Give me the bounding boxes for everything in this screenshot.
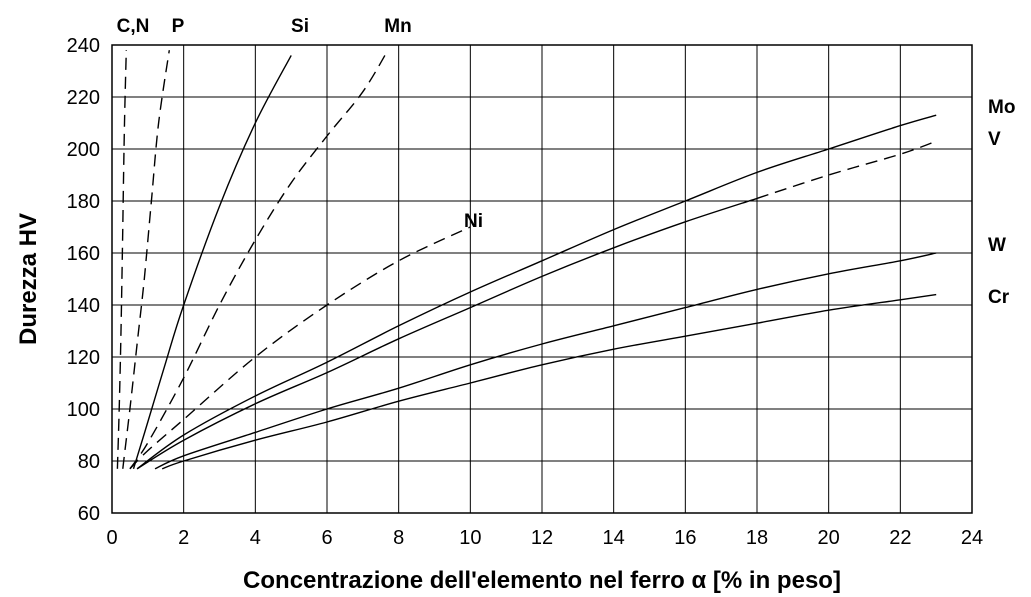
x-tick-label: 16	[674, 527, 696, 549]
x-tick-label: 4	[250, 527, 261, 549]
y-tick-label: 220	[67, 87, 100, 109]
series-line-mo	[136, 114, 937, 470]
x-tick-label: 0	[106, 527, 117, 549]
series-line-v-dashed	[756, 140, 937, 200]
series-label-p: P	[172, 16, 185, 37]
x-tick-label: 24	[961, 527, 983, 549]
x-axis-label: Concentrazione dell'elemento nel ferro α…	[243, 567, 841, 594]
curves	[116, 49, 937, 470]
series-label-cr: Cr	[988, 287, 1010, 308]
y-tick-label: 120	[67, 347, 100, 369]
x-tick-label: 20	[818, 527, 840, 549]
series-line-c-n	[116, 50, 127, 469]
y-tick-label: 60	[78, 503, 100, 525]
y-axis-label: Durezza HV	[15, 213, 42, 345]
series-line-w	[154, 252, 937, 470]
plot-frame	[111, 44, 973, 514]
x-tick-label: 2	[178, 527, 189, 549]
series-label-ni: Ni	[464, 211, 483, 232]
y-tick-label: 180	[67, 191, 100, 213]
x-tick-label: 6	[321, 527, 332, 549]
y-tick-label: 160	[67, 243, 100, 265]
series-line-mn	[129, 49, 389, 470]
series-line-ni	[129, 226, 471, 470]
series-label-v: V	[988, 129, 1001, 150]
x-tick-label: 12	[531, 527, 553, 549]
x-tick-labels: 0 2 4 6 8 10 12 14 16 18 20 22 24	[106, 527, 983, 549]
x-tick-label: 18	[746, 527, 768, 549]
series-line-p	[122, 50, 170, 469]
y-tick-labels: 60 80 100 120 140 160 180 200 220 240	[67, 35, 100, 525]
x-tick-label: 22	[889, 527, 911, 549]
series-label-mn: Mn	[384, 16, 411, 37]
y-tick-label: 140	[67, 295, 100, 317]
y-tick-label: 80	[78, 451, 100, 473]
series-label-w: W	[988, 235, 1006, 256]
series-label-mo: Mo	[988, 97, 1015, 118]
y-tick-label: 240	[67, 35, 100, 57]
y-tick-label: 200	[67, 139, 100, 161]
series-line-si	[132, 55, 292, 470]
grid	[112, 45, 972, 513]
series-line-v	[136, 197, 758, 470]
x-tick-label: 8	[393, 527, 404, 549]
series-line-cr	[161, 293, 937, 470]
series-label-si: Si	[291, 16, 309, 37]
series-labels: C,N P Si Mn Ni Mo V W Cr	[117, 16, 1016, 308]
x-tick-label: 14	[603, 527, 625, 549]
series-label-c-n: C,N	[117, 16, 150, 37]
y-tick-label: 100	[67, 399, 100, 421]
x-tick-label: 10	[459, 527, 481, 549]
